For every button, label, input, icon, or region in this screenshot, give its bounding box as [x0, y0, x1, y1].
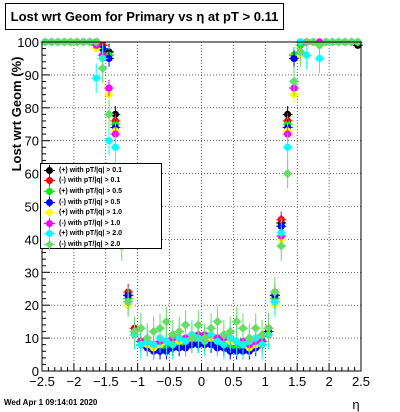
data-point — [137, 341, 145, 349]
y-tick-label: 40 — [25, 232, 39, 247]
y-tick-label: 100 — [17, 35, 39, 50]
legend-label: (-) with pT/|q| > 0.1 — [59, 177, 121, 185]
legend-label: (-) with pT/|q| > 2.0 — [59, 240, 121, 248]
data-point — [270, 287, 280, 297]
data-point — [263, 323, 274, 333]
x-tick-label: 2.5 — [352, 374, 370, 389]
chart-title: Lost wrt Geom for Primary vs η at pT > 0… — [10, 9, 279, 24]
x-tick-label: 1.5 — [288, 374, 306, 389]
data-point — [123, 297, 133, 307]
footer-timestamp: Wed Apr 1 09:14:01 2020 — [4, 398, 98, 407]
data-point — [206, 323, 216, 333]
x-tick-label: −1.5 — [93, 374, 119, 389]
data-point — [232, 337, 241, 345]
x-tick-label: 1 — [262, 374, 269, 389]
data-point — [105, 137, 113, 145]
x-tick-label: 0 — [198, 374, 205, 389]
data-point — [105, 84, 113, 92]
legend-entry: (+) with pT/|q| > 2.0 — [44, 228, 161, 240]
y-tick-label: 60 — [25, 167, 39, 182]
data-point — [92, 74, 100, 82]
data-point — [104, 109, 114, 120]
data-point — [257, 330, 267, 340]
y-tick-label: 20 — [25, 298, 39, 313]
y-tick-label: 70 — [25, 134, 39, 149]
data-point — [295, 47, 306, 57]
data-point — [212, 316, 223, 327]
x-tick-label: −0.5 — [157, 374, 183, 389]
data-point — [276, 241, 286, 251]
data-point — [97, 63, 108, 73]
data-point — [200, 333, 210, 343]
data-point — [180, 320, 191, 330]
data-point — [231, 316, 242, 327]
data-point — [219, 330, 229, 340]
data-point — [225, 326, 235, 337]
data-point — [289, 76, 299, 87]
x-axis-label: η — [352, 397, 359, 412]
data-point — [148, 326, 159, 337]
y-tick-label: 30 — [25, 265, 39, 280]
data-point — [303, 51, 311, 59]
y-axis-label: Lost wrt Geom (%) — [9, 57, 24, 172]
legend-label: (+) with pT/|q| > 1.0 — [59, 209, 123, 217]
data-point — [315, 54, 324, 63]
x-tick-label: −1 — [130, 374, 145, 389]
data-point — [239, 341, 247, 349]
y-tick-label: 0 — [32, 364, 39, 379]
legend-entry: (+) with pT/|q| > 0.5 — [44, 185, 161, 197]
legend-marker — [44, 196, 55, 208]
legend-marker — [44, 238, 55, 250]
legend-marker — [44, 207, 55, 219]
data-point — [251, 323, 261, 333]
data-point — [193, 320, 203, 330]
legend-label: (-) with pT/|q| > 1.0 — [59, 219, 121, 227]
data-point — [155, 323, 165, 333]
data-point — [290, 54, 298, 63]
legend-entry: (-) with pT/|q| > 1.0 — [44, 217, 161, 229]
legend-entry: (-) with pT/|q| > 2.0 — [44, 238, 161, 250]
data-point — [238, 323, 248, 333]
legend-label: (+) with pT/|q| > 0.1 — [59, 166, 123, 174]
legend-label: (+) with pT/|q| > 2.0 — [59, 230, 123, 238]
x-tick-label: 2 — [325, 374, 332, 389]
data-point — [129, 326, 140, 337]
data-point — [161, 316, 172, 327]
data-point — [244, 333, 255, 343]
chart-title-box: Lost wrt Geom for Primary vs η at pT > 0… — [5, 3, 284, 30]
data-point — [136, 323, 146, 333]
y-tick-label: 80 — [25, 101, 39, 116]
data-point — [105, 54, 113, 63]
legend-entry: (-) with pT/|q| > 0.5 — [44, 196, 161, 208]
legend-marker — [44, 175, 55, 187]
legend-entry: (+) with pT/|q| > 0.1 — [44, 164, 161, 176]
data-point — [142, 333, 152, 343]
data-point — [284, 143, 292, 151]
legend-marker — [44, 164, 55, 176]
legend: (+) with pT/|q| > 0.1 (-) with pT/|q| > 0… — [40, 163, 162, 250]
x-tick-label: −2 — [66, 374, 81, 389]
legend-entry: (-) with pT/|q| > 0.1 — [44, 175, 161, 187]
data-point — [282, 168, 293, 179]
data-point — [181, 337, 190, 345]
data-point — [111, 143, 119, 151]
legend-label: (+) with pT/|q| > 0.5 — [59, 187, 123, 195]
y-tick-label: 10 — [25, 331, 39, 346]
data-point — [162, 337, 171, 345]
legend-entry: (+) with pT/|q| > 1.0 — [44, 207, 161, 219]
legend-label: (-) with pT/|q| > 0.5 — [59, 198, 121, 206]
y-tick-label: 90 — [25, 68, 39, 83]
legend-marker — [44, 228, 55, 240]
legend-marker — [44, 217, 55, 229]
y-tick-label: 50 — [25, 200, 39, 215]
x-tick-label: 0.5 — [224, 374, 242, 389]
data-point — [168, 330, 178, 340]
data-point — [213, 337, 222, 345]
data-point — [174, 326, 184, 337]
x-tick-label: −2.5 — [29, 374, 55, 389]
legend-marker — [44, 185, 55, 197]
